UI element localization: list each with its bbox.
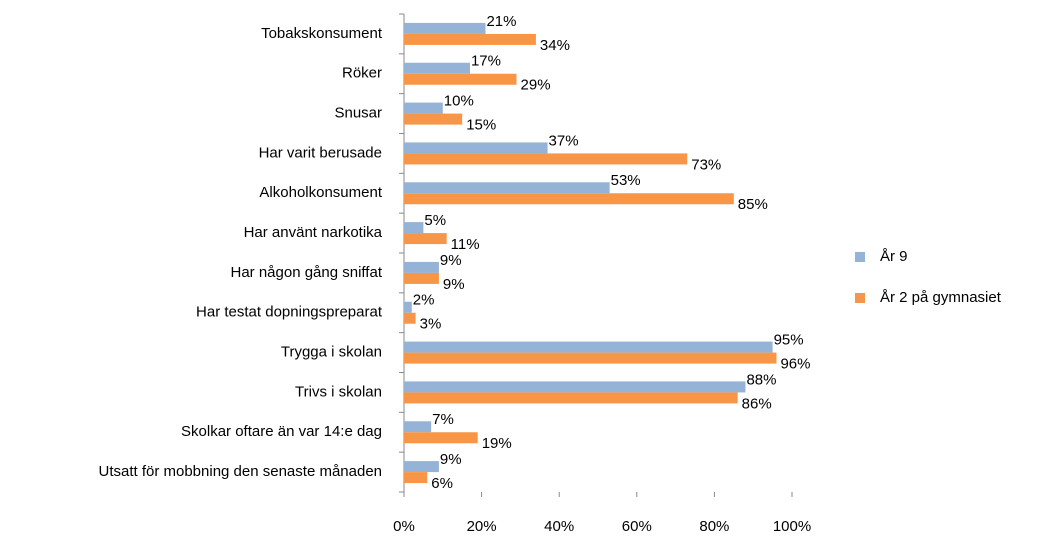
bar <box>404 233 447 245</box>
value-label: 11% <box>451 236 480 253</box>
y-tick-label: Snusar <box>334 105 382 122</box>
value-label: 34% <box>540 37 570 54</box>
bar <box>404 33 536 45</box>
bar <box>404 392 738 404</box>
bar <box>404 261 439 273</box>
value-label: 7% <box>432 411 454 428</box>
bar <box>404 193 734 205</box>
x-tick-label: 0% <box>393 518 415 535</box>
y-tick-label: Har någon gång sniffat <box>230 264 382 281</box>
value-label: 6% <box>431 475 453 492</box>
bar <box>404 301 412 313</box>
legend-label: År 9 <box>880 248 908 265</box>
bar <box>404 341 773 353</box>
x-tick-label: 60% <box>622 518 652 535</box>
bar <box>404 222 424 234</box>
bar <box>404 62 470 74</box>
y-tick-label: Trygga i skolan <box>281 344 382 361</box>
legend-swatch <box>855 293 865 303</box>
value-label: 86% <box>742 395 772 412</box>
x-tick-label: 80% <box>699 518 729 535</box>
bar <box>404 73 517 85</box>
value-label: 21% <box>486 13 516 30</box>
value-label: 88% <box>746 371 776 388</box>
bar <box>404 142 548 154</box>
x-tick-label: 20% <box>467 518 497 535</box>
bar <box>404 22 486 34</box>
y-tick-label: Röker <box>342 65 382 82</box>
value-label: 9% <box>440 451 462 468</box>
value-label: 29% <box>521 77 551 94</box>
y-tick-label: Utsatt för mobbning den senaste månaden <box>98 463 382 480</box>
bar <box>404 381 746 393</box>
value-label: 73% <box>691 156 721 173</box>
bar <box>404 352 777 364</box>
bar <box>404 272 439 284</box>
bar <box>404 421 432 433</box>
value-label: 5% <box>424 212 446 229</box>
bar <box>404 153 688 165</box>
y-tick-label: Tobakskonsument <box>261 25 383 42</box>
bar <box>404 461 439 473</box>
bar <box>404 113 463 125</box>
value-label: 10% <box>444 93 474 110</box>
value-label: 2% <box>413 292 435 309</box>
value-label: 3% <box>420 316 442 333</box>
value-label: 17% <box>471 53 501 70</box>
value-label: 37% <box>549 132 579 149</box>
y-tick-label: Har testat dopningspreparat <box>196 304 383 321</box>
value-label: 96% <box>780 356 810 373</box>
bar <box>404 182 610 194</box>
value-label: 19% <box>482 435 512 452</box>
bar <box>404 312 416 324</box>
bar <box>404 472 428 484</box>
legend-swatch <box>855 252 865 262</box>
value-label: 85% <box>738 196 768 213</box>
x-tick-label: 100% <box>773 518 811 535</box>
legend-label: År 2 på gymnasiet <box>880 289 1002 306</box>
value-label: 53% <box>611 172 641 189</box>
value-label: 9% <box>440 252 462 269</box>
value-label: 95% <box>774 332 804 349</box>
bar <box>404 432 478 444</box>
y-tick-label: Har använt narkotika <box>244 224 383 241</box>
y-tick-label: Skolkar oftare än var 14:e dag <box>181 423 382 440</box>
y-tick-label: Alkoholkonsument <box>259 184 382 201</box>
y-tick-label: Trivs i skolan <box>295 383 382 400</box>
y-tick-label: Har varit berusade <box>259 144 382 161</box>
value-label: 9% <box>443 276 465 293</box>
bar <box>404 102 443 114</box>
value-label: 15% <box>466 117 496 134</box>
x-tick-label: 40% <box>544 518 574 535</box>
